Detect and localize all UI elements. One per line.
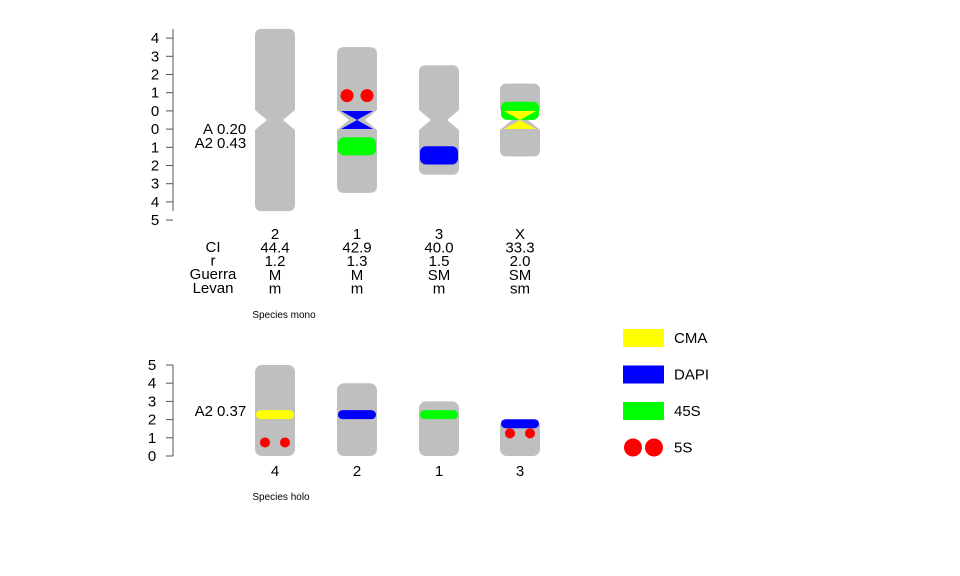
tick-label: 2: [151, 67, 159, 84]
asym-index-value: 0.37: [217, 403, 246, 420]
bottom-y-axis: 012 345: [148, 357, 173, 465]
tick-label: 0: [148, 448, 156, 465]
tick-label: 4: [148, 375, 156, 392]
chromosome-body: [337, 383, 377, 456]
holo-chromosome-2: 2: [337, 383, 377, 480]
mark-5s-dot: [280, 437, 290, 447]
legend-swatch-dot: [624, 439, 642, 457]
mark-dapi-band: [501, 419, 539, 428]
tick-label: 5: [148, 357, 156, 374]
tick-label: 4: [151, 30, 159, 47]
legend-swatch: [623, 366, 664, 384]
chromosome-body: [419, 401, 459, 456]
tick-label: 3: [148, 393, 156, 410]
legend-item-dapi: DAPI: [623, 366, 709, 384]
panel-subtitle: Species holo: [252, 492, 310, 503]
mark-cma-band: [256, 410, 294, 419]
mark-dapi-band: [420, 146, 458, 164]
legend-label: 45S: [674, 403, 701, 420]
chromosome-levan: m: [269, 280, 282, 297]
holo-chromosome-4: 4: [255, 365, 295, 480]
chromosome-body: [255, 29, 295, 211]
asym-index-value: 0.43: [217, 135, 246, 152]
tick-label: 2: [148, 412, 156, 429]
holo-chromosome-3: 3: [500, 419, 540, 480]
mark-5s-dot: [361, 89, 374, 102]
chromosome-name: 3: [516, 463, 524, 480]
mark-45s-band: [338, 137, 376, 155]
legend-swatch-dot: [645, 439, 663, 457]
chromosome-2: 244.41.2Mm: [255, 29, 295, 298]
legend: CMA DAPI 45S 5S: [623, 329, 709, 457]
mark-dapi-band: [338, 410, 376, 419]
legend-item-45s: 45S: [623, 402, 701, 420]
chromosome-name: 4: [271, 463, 279, 480]
tick-label: 1: [148, 430, 156, 447]
tick-label: 3: [151, 48, 159, 65]
mark-5s-dot: [341, 89, 354, 102]
mark-5s-dot: [505, 428, 515, 438]
legend-label: DAPI: [674, 367, 709, 384]
chromosome-levan: m: [433, 280, 446, 297]
legend-swatch: [623, 402, 664, 420]
tick-label: 4: [151, 194, 159, 211]
asym-index-label: A2: [195, 135, 213, 152]
chromosome-name: 1: [435, 463, 443, 480]
asym-index-label: A2: [195, 403, 213, 420]
legend-label: CMA: [674, 330, 707, 347]
chromosome-levan: m: [351, 280, 364, 297]
tick-label: 0: [151, 103, 159, 120]
legend-item-cma: CMA: [623, 329, 707, 347]
legend-item-5s: 5S: [624, 439, 692, 457]
mark-45s-band: [420, 410, 458, 419]
tick-label: 1: [151, 139, 159, 156]
holo-chromosome-1: 1: [419, 401, 459, 480]
legend-label: 5S: [674, 440, 692, 457]
panel-subtitle: Species mono: [252, 310, 316, 321]
mark-5s-dot: [525, 428, 535, 438]
chromosome-name: 2: [353, 463, 361, 480]
tick-label: 2: [151, 158, 159, 175]
chromosome-levan: sm: [510, 280, 530, 297]
tick-label: 1: [151, 85, 159, 102]
mark-5s-dot: [260, 437, 270, 447]
legend-swatch: [623, 329, 664, 347]
row-label-levan: Levan: [193, 280, 234, 297]
tick-label: 5: [151, 212, 159, 229]
tick-label: 3: [151, 176, 159, 193]
tick-label: 0: [151, 121, 159, 138]
chromosome-1: 142.91.3Mm: [337, 47, 377, 297]
